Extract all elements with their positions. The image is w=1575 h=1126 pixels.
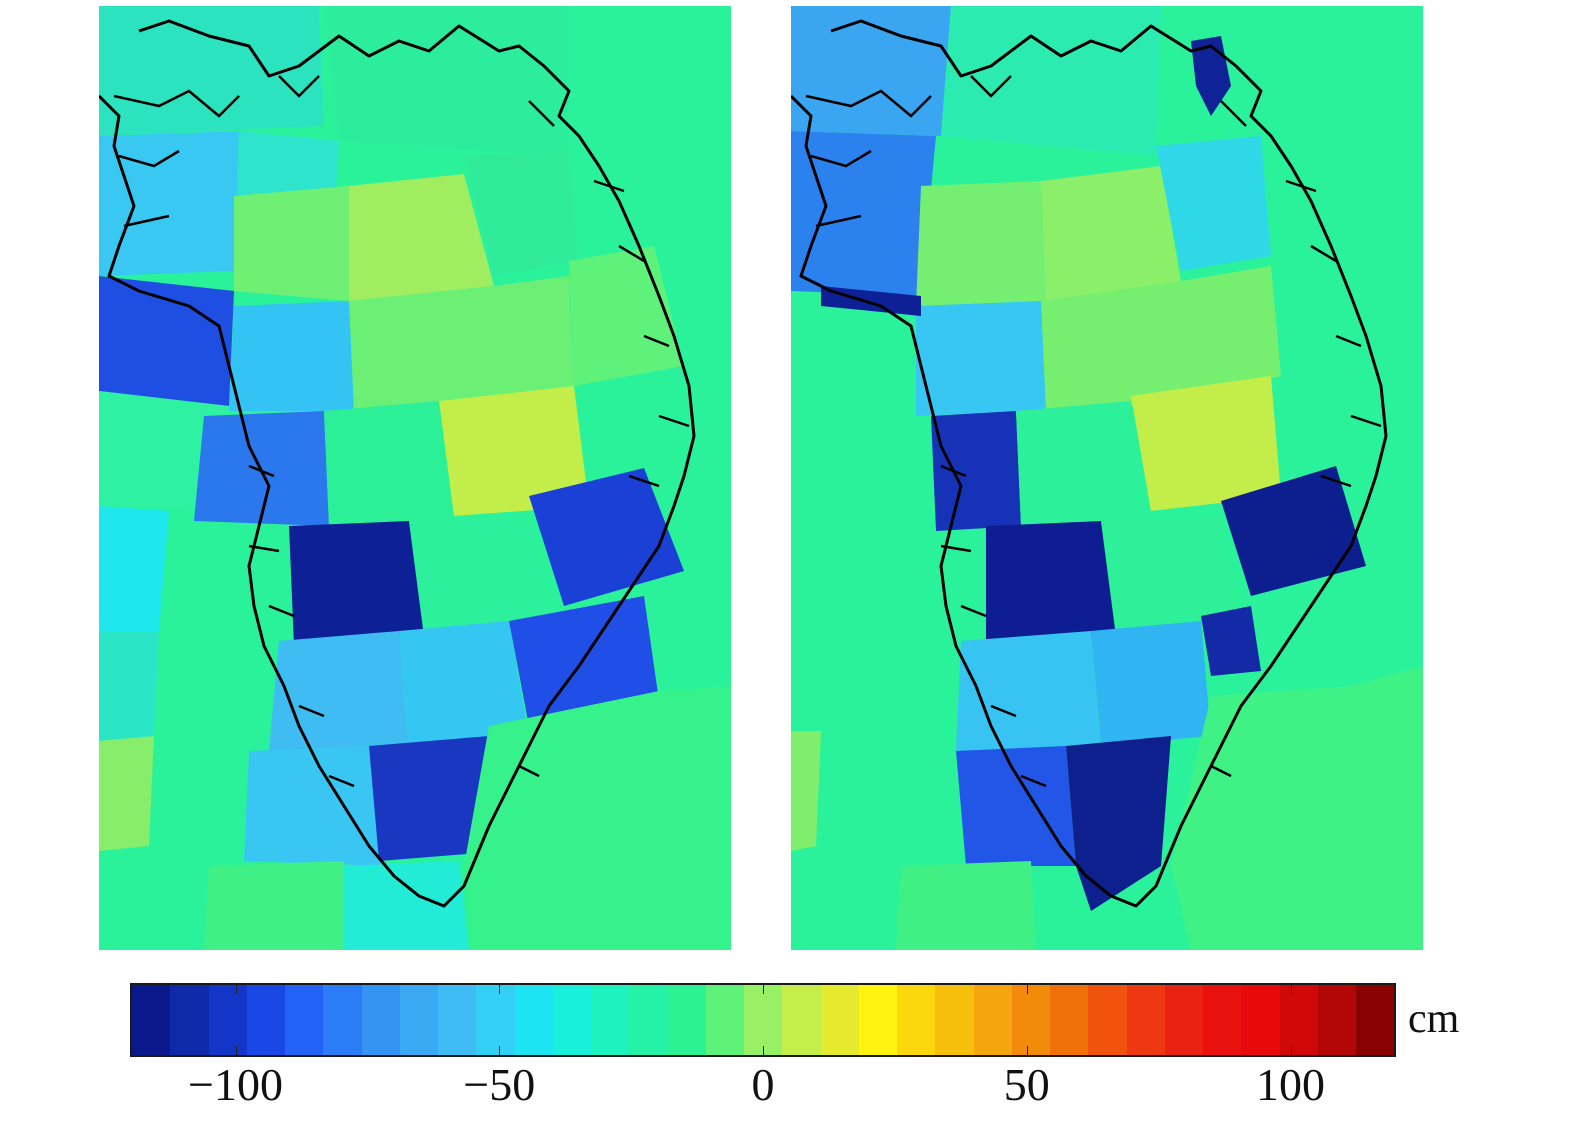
colorbar-step: [132, 985, 170, 1055]
colorbar-tick-mark: [499, 985, 500, 994]
colorbar-step: [1012, 985, 1050, 1055]
colorbar-step: [209, 985, 247, 1055]
colorbar-step: [974, 985, 1012, 1055]
colorbar-step: [1203, 985, 1241, 1055]
grid-cell: [956, 746, 1076, 866]
colorbar-tick-mark: [236, 1046, 237, 1055]
grid-cell: [1016, 401, 1146, 526]
colorbar-tick-mark: [499, 1046, 500, 1055]
grid-cell: [344, 861, 469, 950]
colorbar-tick-label: 50: [1004, 1062, 1050, 1108]
grid-cell: [349, 174, 494, 301]
colorbar-step: [1356, 985, 1394, 1055]
colorbar-tick-mark: [236, 985, 237, 994]
colorbar-gradient: [132, 985, 1394, 1055]
colorbar-step: [935, 985, 973, 1055]
grid-cell: [1201, 606, 1261, 676]
grid-cell: [569, 6, 731, 156]
colorbar-tick-mark: [1027, 985, 1028, 994]
colorbar-step: [1280, 985, 1318, 1055]
colorbar-step: [285, 985, 323, 1055]
map-panel-left: [99, 6, 731, 950]
colorbar-unit-label: cm: [1408, 998, 1459, 1040]
colorbar-step: [170, 985, 208, 1055]
colorbar-step: [744, 985, 782, 1055]
colorbar-tick-label: 100: [1256, 1062, 1325, 1108]
grid-cell: [464, 686, 731, 950]
colorbar-step: [438, 985, 476, 1055]
grid-cell: [896, 861, 1036, 950]
grid-cell: [324, 401, 454, 526]
colorbar-step: [897, 985, 935, 1055]
elevation-change-map-right: [791, 6, 1423, 950]
colorbar-step: [1318, 985, 1356, 1055]
grid-cell: [916, 301, 1046, 416]
grid-cell: [931, 411, 1021, 531]
colorbar-step: [1050, 985, 1088, 1055]
colorbar-step: [400, 985, 438, 1055]
colorbar-step: [247, 985, 285, 1055]
grid-cell: [269, 631, 409, 756]
grid-cell: [941, 6, 1161, 156]
colorbar-step: [782, 985, 820, 1055]
colorbar-step: [668, 985, 706, 1055]
grid-cell: [986, 521, 1116, 646]
colorbar-step: [706, 985, 744, 1055]
colorbar-step: [591, 985, 629, 1055]
colorbar-tick-mark: [763, 1046, 764, 1055]
grid-cell: [244, 746, 384, 866]
colorbar-tick-mark: [1027, 1046, 1028, 1055]
grid-cell: [99, 131, 239, 276]
grid-cell: [1171, 666, 1423, 950]
colorbar-step: [1088, 985, 1126, 1055]
grid-cell: [1091, 621, 1211, 746]
colorbar-step: [1241, 985, 1279, 1055]
colorbar-tick-mark: [1291, 985, 1292, 994]
colorbar-tick-mark: [763, 985, 764, 994]
colorbar-tick-mark: [1291, 1046, 1292, 1055]
grid-cell: [791, 731, 821, 851]
colorbar-tick-label: −100: [188, 1062, 283, 1108]
grid-cell: [324, 6, 569, 156]
grid-cell: [99, 506, 169, 631]
colorbar-tick-label: −50: [463, 1062, 535, 1108]
colorbar-tick-label: 0: [752, 1062, 775, 1108]
elevation-change-map-left: [99, 6, 731, 950]
colorbar-step: [1127, 985, 1165, 1055]
colorbar-step: [1165, 985, 1203, 1055]
grid-cell: [99, 736, 154, 851]
grid-cell: [229, 301, 354, 411]
grid-cell: [289, 521, 424, 646]
map-panel-right: [791, 6, 1423, 950]
grid-cell: [99, 631, 159, 741]
grid-cell: [99, 6, 324, 136]
colorbar-step: [859, 985, 897, 1055]
colorbar-step: [821, 985, 859, 1055]
grid-cell: [99, 276, 234, 406]
grid-cell: [204, 861, 349, 950]
grid-cell: [916, 181, 1046, 306]
colorbar-step: [629, 985, 667, 1055]
colorbar-step: [553, 985, 591, 1055]
colorbar-step: [476, 985, 514, 1055]
grid-cell: [1041, 166, 1181, 301]
colorbar-step: [515, 985, 553, 1055]
grid-cell: [234, 186, 349, 301]
colorbar-step: [323, 985, 361, 1055]
colorbar-step: [362, 985, 400, 1055]
